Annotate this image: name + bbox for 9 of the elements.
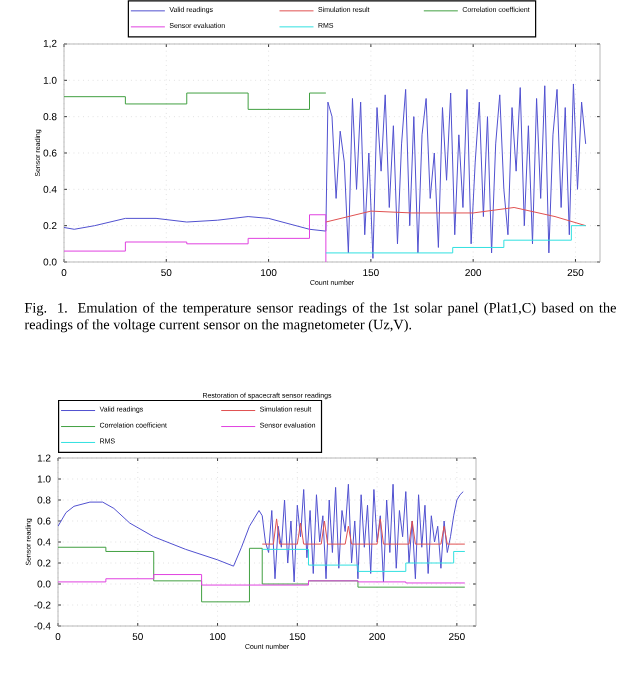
line-series xyxy=(325,206,587,227)
line-series xyxy=(261,518,466,545)
line-series xyxy=(58,546,466,603)
line-series xyxy=(325,225,587,254)
line-series xyxy=(64,92,327,110)
line-series xyxy=(261,548,466,572)
line-series xyxy=(64,83,587,259)
line-series xyxy=(58,483,464,583)
line-series xyxy=(64,214,327,262)
